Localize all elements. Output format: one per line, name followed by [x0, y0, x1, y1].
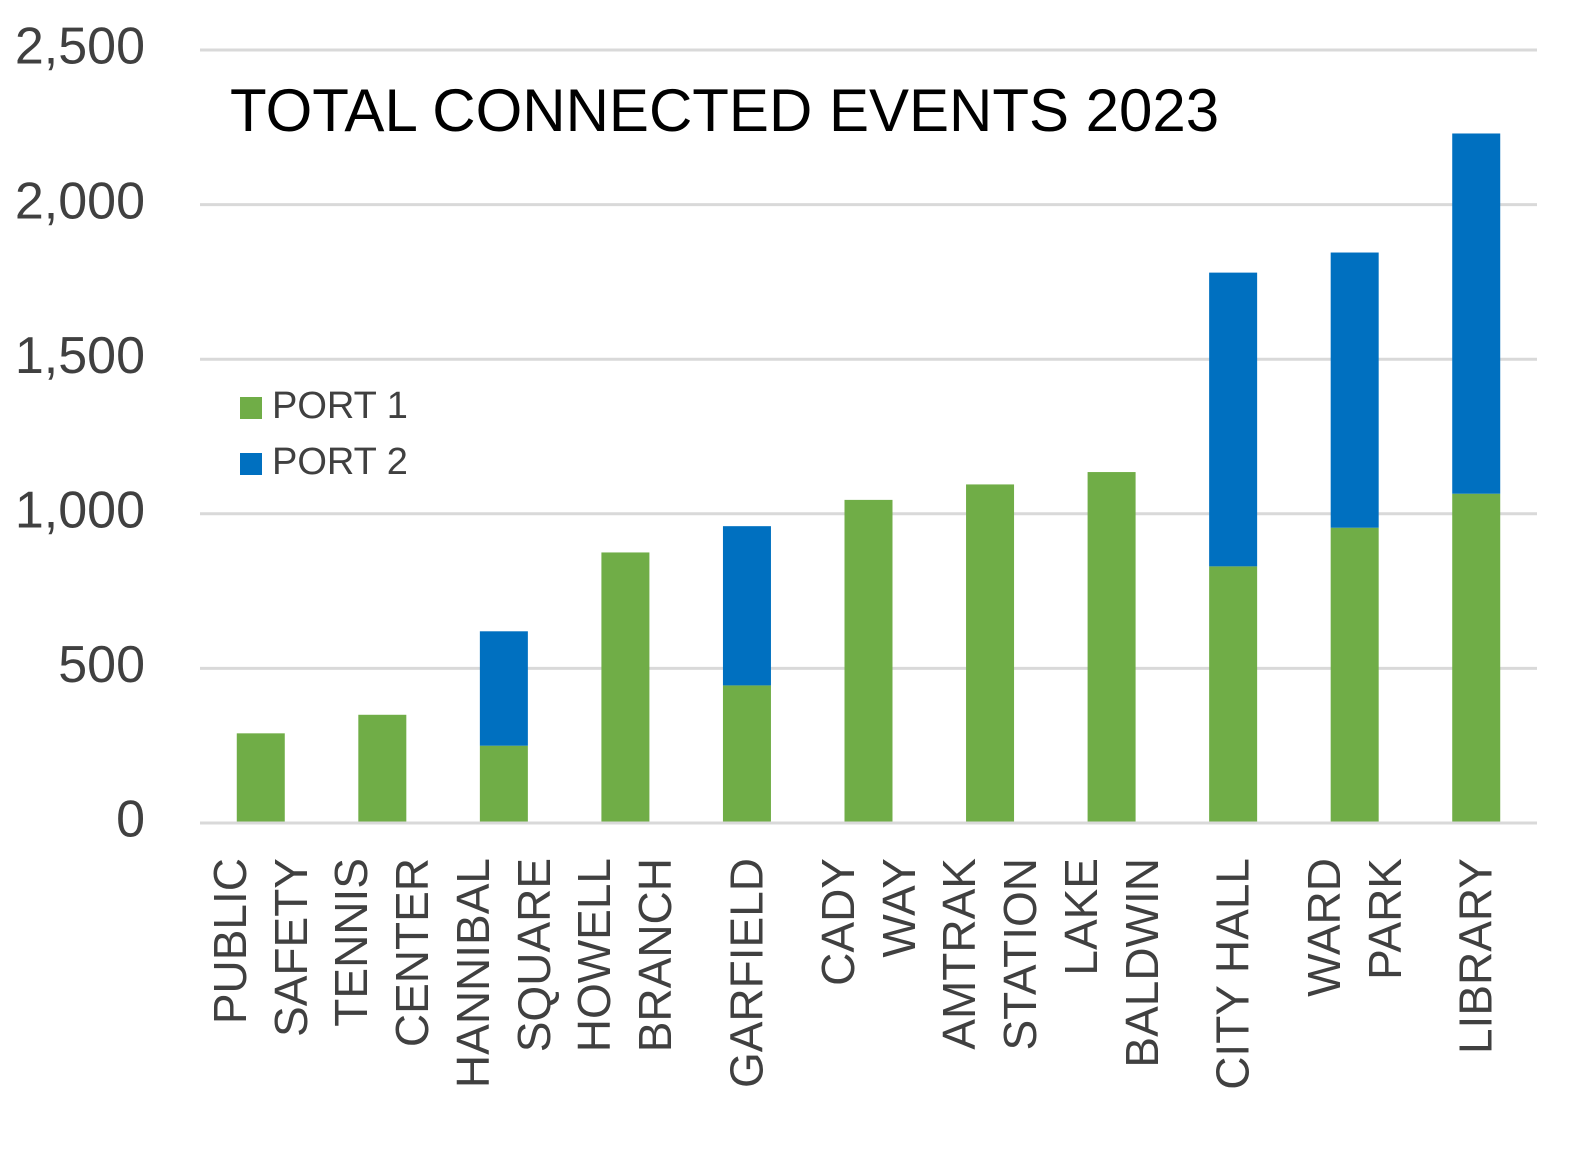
x-tick-label: LIBRARY [1446, 858, 1507, 1152]
bar-segment [237, 733, 285, 823]
chart-title: TOTAL CONNECTED EVENTS 2023 [230, 77, 1219, 144]
bar-segment [966, 484, 1014, 823]
y-tick-label: 500 [58, 636, 145, 694]
x-tick-label: PUBLIC SAFETY [200, 858, 322, 1152]
bar-segment [601, 552, 649, 823]
x-tick-label: WARD PARK [1294, 858, 1416, 1152]
x-tick-label: TENNIS CENTER [321, 858, 443, 1152]
bar-segment [1331, 253, 1379, 528]
bar-segment [358, 715, 406, 823]
bar-segment [723, 685, 771, 823]
chart-page: TOTAL CONNECTED EVENTS 2023 0 500 1,000 1,5… [0, 0, 1594, 1152]
y-tick-label: 1,500 [15, 327, 145, 385]
y-tick-label: 1,000 [15, 482, 145, 540]
y-tick-label: 2,500 [15, 18, 145, 76]
bar-segment [480, 746, 528, 823]
legend-swatch [240, 397, 262, 419]
bar-segment [1331, 528, 1379, 823]
x-tick-label: HOWELL BRANCH [564, 858, 686, 1152]
y-tick-label: 0 [116, 791, 145, 849]
bar-segment [1209, 273, 1257, 567]
bar-segment [480, 631, 528, 745]
x-tick-label: CITY HALL [1203, 858, 1264, 1152]
bar-segment [1452, 133, 1500, 493]
bar-segment [1452, 494, 1500, 823]
x-tick-label: AMTRAK STATION [929, 858, 1051, 1152]
x-tick-label: GARFIELD [716, 858, 777, 1152]
legend-swatch [240, 453, 262, 475]
x-tick-label: HANNIBAL SQUARE [443, 858, 565, 1152]
x-tick-label: CADY WAY [808, 858, 930, 1152]
bar-segment [1209, 566, 1257, 823]
bar-segment [1088, 472, 1136, 823]
bar-segment [845, 500, 893, 823]
x-tick-label: LAKE BALDWIN [1051, 858, 1173, 1152]
y-tick-label: 2,000 [15, 172, 145, 230]
legend-label: PORT 1 [272, 385, 408, 427]
bar-segment [723, 526, 771, 685]
legend-label: PORT 2 [272, 441, 408, 483]
